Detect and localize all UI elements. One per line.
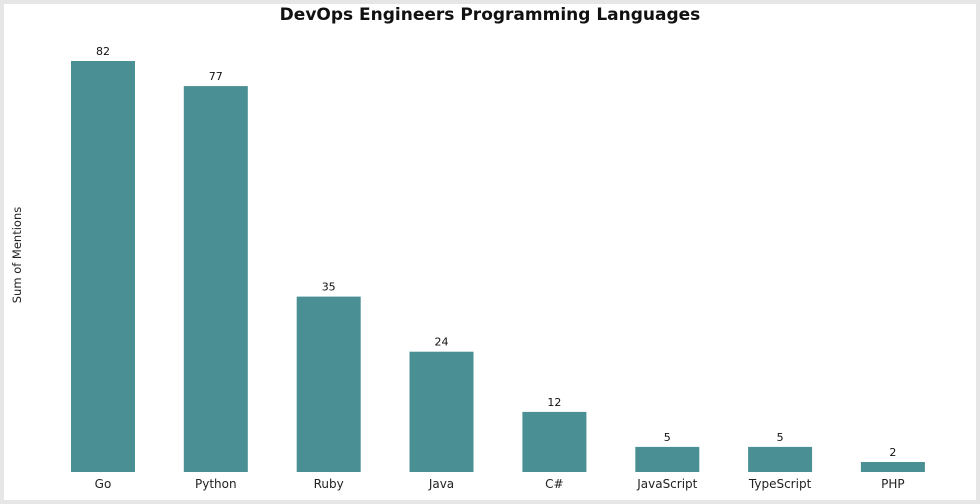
bar-go — [71, 61, 135, 472]
chart-title: DevOps Engineers Programming Languages — [279, 5, 701, 25]
data-label: 12 — [547, 396, 561, 409]
data-label: 35 — [322, 281, 336, 294]
bar-php — [860, 462, 925, 472]
data-label: 5 — [664, 431, 671, 444]
data-label: 82 — [96, 45, 110, 58]
bar-javascript — [635, 446, 700, 472]
bar-ruby — [296, 296, 361, 472]
bar-python — [183, 86, 248, 472]
data-label: 24 — [435, 336, 449, 349]
x-tick-label: Ruby — [314, 477, 344, 491]
data-label: 77 — [209, 70, 223, 83]
chart-panel — [4, 4, 976, 500]
x-tick-label: Java — [428, 477, 454, 491]
x-tick-label: JavaScript — [636, 477, 697, 491]
x-tick-label: Go — [95, 477, 112, 491]
bar-c — [522, 411, 587, 472]
x-tick-label: C# — [545, 477, 563, 491]
x-tick-label: PHP — [881, 477, 905, 491]
data-label: 5 — [777, 431, 784, 444]
bar-typescript — [748, 446, 813, 472]
data-label: 2 — [889, 446, 896, 459]
x-tick-label: TypeScript — [748, 477, 812, 491]
bar-java — [409, 351, 474, 472]
x-tick-label: Python — [195, 477, 237, 491]
